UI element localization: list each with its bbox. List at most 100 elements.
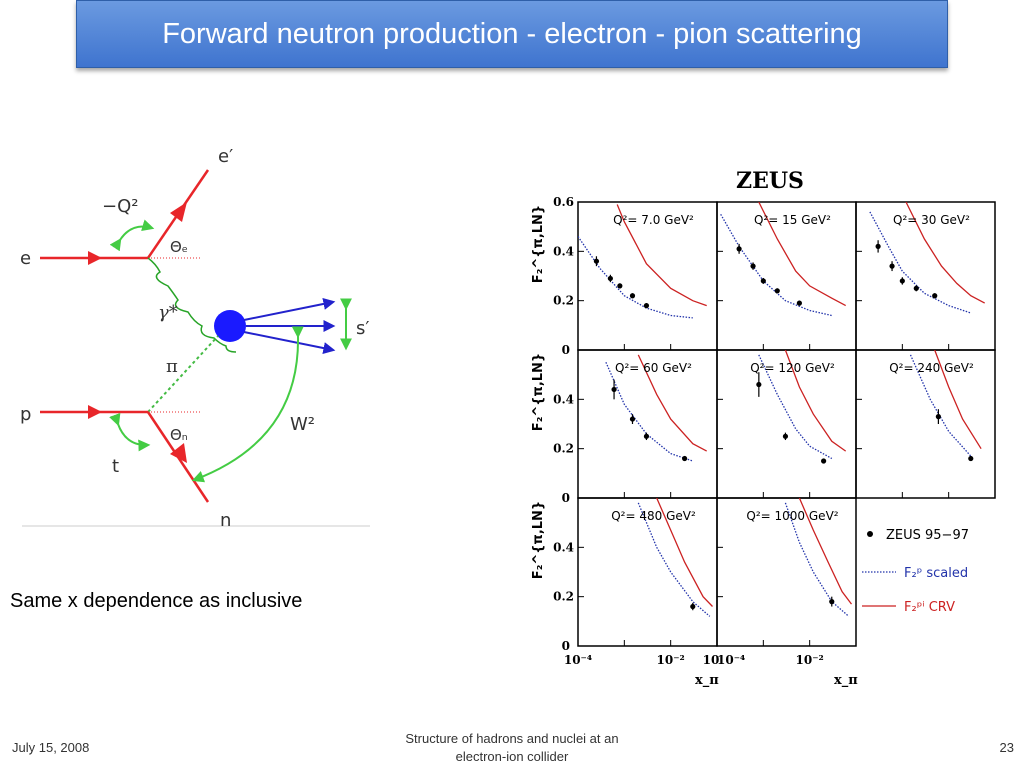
x-axis-label: x_π	[834, 673, 858, 688]
data-point	[935, 414, 941, 420]
x-tick-label: 10⁻²	[796, 653, 824, 667]
label-gamma: γ*	[158, 302, 178, 323]
f2p-scaled-curve	[637, 502, 711, 617]
legend-label-crv: F₂ᵖⁱ CRV	[904, 600, 955, 615]
panel-label: Q²= 60 GeV²	[615, 361, 692, 375]
incoming-proton-arrow	[88, 405, 102, 419]
y-tick-label: 0.2	[553, 442, 574, 456]
data-point	[756, 381, 762, 388]
data-point	[643, 303, 650, 309]
f2pi-crv-curve	[798, 498, 853, 605]
data-point	[796, 300, 802, 306]
label-q2: −Q²	[102, 196, 138, 217]
data-point	[774, 288, 780, 294]
jet-line-3	[243, 331, 336, 354]
f2pi-crv-curve	[905, 202, 986, 304]
panel-label: Q²= 1000 GeV²	[746, 509, 838, 523]
data-point	[875, 243, 881, 249]
f2p-scaled-curve	[578, 236, 693, 319]
footer-center-line2: electron-ion collider	[455, 749, 569, 764]
hadronic-blob	[214, 310, 246, 342]
data-point	[821, 458, 827, 464]
y-axis-label: F₂^{π,LN}	[531, 353, 546, 431]
data-point	[607, 275, 613, 282]
w2-arc-arrow	[191, 326, 304, 483]
panel-label: Q²= 15 GeV²	[754, 213, 831, 227]
slide-title: Forward neutron production - electron - …	[162, 17, 862, 50]
panel-frame	[855, 349, 996, 499]
label-pi: π	[166, 356, 178, 377]
data-point	[690, 603, 696, 610]
t-arc-arrow	[109, 412, 151, 452]
panel-label: Q²= 480 GeV²	[611, 509, 696, 523]
legend-label-scaled: F₂ᵖ scaled	[904, 566, 968, 581]
y-tick-label: 0	[562, 639, 570, 653]
chart-title: ZEUS	[736, 168, 804, 194]
label-w2: W²	[290, 414, 315, 435]
data-point	[682, 455, 688, 462]
y-tick-label: 0.2	[553, 294, 574, 308]
label-theta-n: Θₙ	[170, 426, 188, 444]
data-point	[617, 283, 623, 289]
data-point	[889, 263, 895, 269]
y-axis-label: F₂^{π,LN}	[531, 501, 546, 579]
label-e-out: e′	[218, 146, 233, 167]
pion-line	[147, 335, 219, 413]
legend-label-data: ZEUS 95−97	[886, 528, 969, 543]
y-tick-label: 0.6	[553, 195, 574, 209]
title-bar: Forward neutron production - electron - …	[76, 0, 948, 68]
x-tick-label: 10⁻²	[657, 653, 685, 667]
data-point	[829, 599, 835, 605]
data-point	[782, 433, 789, 439]
label-theta-e: Θₑ	[170, 238, 188, 256]
f2p-scaled-curve	[784, 502, 850, 617]
zeus-f2-plots: ZEUS Q²= 7.0 GeV² 0.2 0.4 0.6 0 F₂^{π,LN} Q²= 1…	[531, 168, 996, 688]
f2p-scaled-curve	[869, 211, 972, 314]
feynman-diagram: e e′ −Q² Θₑ γ* π p Θₙ t n s′ W²	[20, 146, 370, 530]
x-tick-label: 10⁻⁴	[717, 653, 745, 667]
q2-arc-arrow	[109, 219, 155, 252]
data-point	[629, 416, 636, 422]
incoming-electron-arrow	[88, 251, 102, 265]
label-e-in: e	[20, 248, 31, 269]
y-tick-label: 0.4	[553, 392, 574, 406]
y-tick-label: 0.4	[553, 540, 574, 554]
f2pi-crv-curve	[934, 350, 982, 450]
data-point	[760, 278, 766, 284]
panel-label: Q²= 7.0 GeV²	[613, 213, 694, 227]
data-point	[750, 263, 756, 269]
jet-line-1	[243, 298, 336, 321]
y-tick-label: 0	[562, 491, 570, 505]
panel-label: Q²= 30 GeV²	[893, 213, 970, 227]
label-t: t	[112, 456, 119, 477]
data-point	[593, 258, 600, 264]
f2pi-crv-curve	[758, 202, 847, 307]
footer-center-line1: Structure of hadrons and nuclei at an	[405, 731, 619, 746]
f2pi-crv-curve	[656, 498, 713, 607]
f2pi-crv-curve	[784, 350, 847, 452]
caption-text: Same x dependence as inclusive	[10, 590, 303, 612]
panel-frame	[716, 497, 857, 647]
legend-marker-data	[867, 531, 873, 537]
data-point	[736, 246, 742, 252]
y-tick-label: 0	[562, 343, 570, 357]
panel-label: Q²= 240 GeV²	[889, 361, 974, 375]
data-point	[899, 278, 905, 284]
f2p-scaled-curve	[720, 213, 832, 317]
panel-label: Q²= 120 GeV²	[750, 361, 835, 375]
outgoing-neutron-arrow	[170, 443, 187, 463]
label-s-prime: s′	[356, 318, 369, 339]
x-axis-label: x_π	[695, 673, 719, 688]
footer-date: July 15, 2008	[12, 740, 90, 755]
y-tick-label: 0.2	[553, 590, 574, 604]
footer-center: Structure of hadrons and nuclei at an el…	[372, 730, 652, 766]
outgoing-electron-arrow	[170, 202, 187, 222]
f2pi-crv-curve	[616, 204, 707, 307]
y-tick-label: 0.4	[553, 244, 574, 258]
label-n: n	[220, 510, 231, 530]
data-point	[932, 293, 938, 299]
page-number: 23	[999, 740, 1014, 755]
y-axis-label: F₂^{π,LN}	[531, 205, 546, 283]
data-point	[643, 433, 650, 439]
f2p-scaled-curve	[605, 362, 694, 462]
